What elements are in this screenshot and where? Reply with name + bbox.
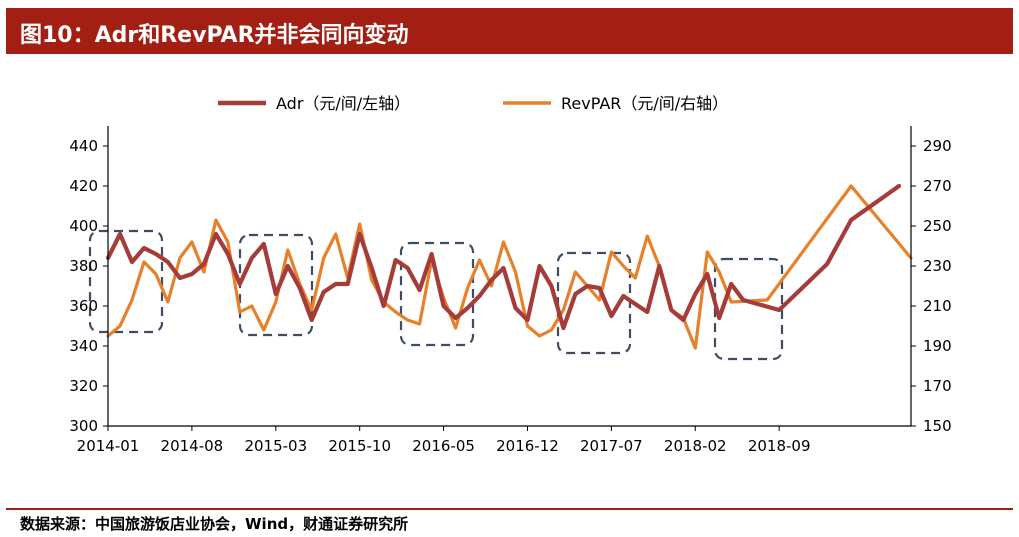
left-tick-label: 380 bbox=[69, 257, 98, 275]
x-tick-label: 2017-07 bbox=[580, 437, 643, 455]
source-divider bbox=[6, 508, 1013, 510]
series-lines bbox=[105, 183, 913, 350]
x-tick-label: 2015-03 bbox=[244, 437, 307, 455]
left-tick-label: 320 bbox=[69, 377, 98, 395]
x-tick-label: 2014-08 bbox=[161, 437, 224, 455]
right-tick-label: 210 bbox=[923, 297, 952, 315]
right-tick-label: 170 bbox=[923, 377, 952, 395]
right-tick-label: 290 bbox=[923, 137, 952, 155]
left-tick-label: 300 bbox=[69, 417, 98, 435]
x-tick-label: 2015-10 bbox=[328, 437, 391, 455]
adr-series-line bbox=[105, 183, 902, 331]
divergence-highlight-box bbox=[399, 241, 475, 347]
axes: 300 320 340 360 380 400 420 440 150 170 190 210 230 2… bbox=[69, 126, 952, 455]
legend-label: Adr（元/间/左轴） bbox=[276, 94, 410, 113]
left-tick-label: 400 bbox=[69, 217, 98, 235]
legend-label: RevPAR（元/间/右轴） bbox=[561, 94, 728, 113]
source-note: 数据来源：中国旅游饭店业协会，Wind，财通证券研究所 bbox=[20, 515, 409, 533]
right-tick-label: 230 bbox=[923, 257, 952, 275]
left-tick-label: 340 bbox=[69, 337, 98, 355]
x-tick-label: 2018-02 bbox=[664, 437, 727, 455]
left-tick-label: 360 bbox=[69, 297, 98, 315]
x-tick-label: 2016-05 bbox=[412, 437, 475, 455]
right-tick-label: 270 bbox=[923, 177, 952, 195]
left-tick-label: 440 bbox=[69, 137, 98, 155]
right-tick-label: 150 bbox=[923, 417, 952, 435]
x-tick-label: 2018-09 bbox=[748, 437, 811, 455]
right-tick-label: 250 bbox=[923, 217, 952, 235]
revpar-series-line bbox=[106, 184, 913, 350]
title-bar: 图10：Adr和RevPAR并非会同向变动 bbox=[6, 8, 1013, 54]
chart-title: 图10：Adr和RevPAR并非会同向变动 bbox=[20, 23, 409, 48]
x-tick-label: 2014-01 bbox=[77, 437, 140, 455]
left-tick-label: 420 bbox=[69, 177, 98, 195]
x-tick-label: 2016-12 bbox=[496, 437, 559, 455]
legend: Adr（元/间/左轴） RevPAR（元/间/右轴） bbox=[218, 94, 728, 113]
divergence-highlight-box bbox=[88, 229, 164, 334]
right-tick-label: 190 bbox=[923, 337, 952, 355]
